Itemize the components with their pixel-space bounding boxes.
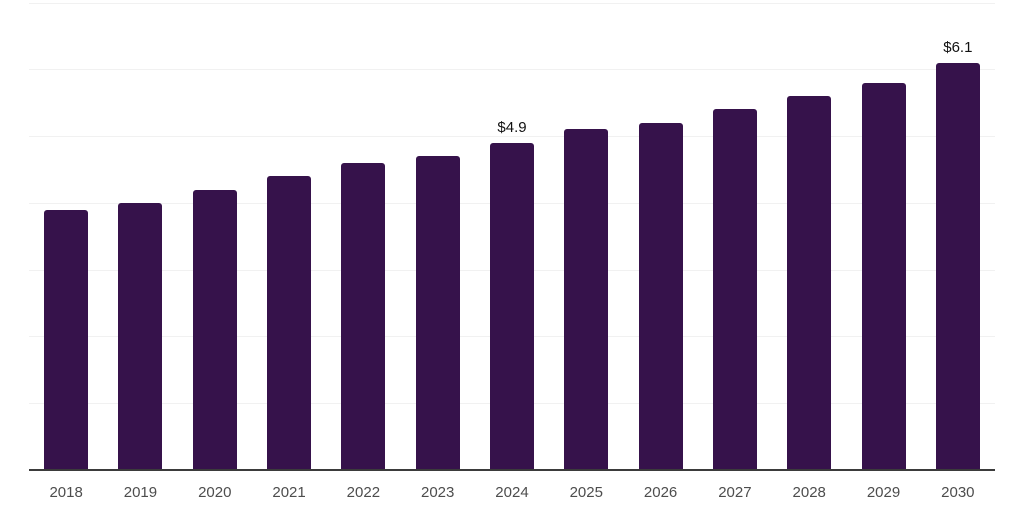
- x-tick-label-2018: 2018: [49, 484, 83, 501]
- x-tick-label-2024: 2024: [495, 484, 529, 501]
- gridline: [29, 2, 995, 4]
- bar-2020: [192, 189, 237, 470]
- x-tick-label-2019: 2019: [123, 484, 158, 501]
- x-axis-line: [29, 469, 995, 471]
- x-tick-label-2025: 2025: [569, 484, 603, 501]
- bar-2030: [935, 62, 980, 470]
- x-tick-label-2027: 2027: [718, 484, 752, 501]
- value-label-2030: $6.1: [943, 38, 973, 56]
- x-tick-label-2023: 2023: [420, 484, 455, 501]
- gridline: [29, 69, 995, 71]
- x-tick-label-2028: 2028: [792, 484, 826, 501]
- gridline: [29, 136, 995, 138]
- bar-2024: [490, 142, 534, 470]
- x-tick-label-2022: 2022: [346, 484, 381, 501]
- bar-2026: [638, 122, 683, 470]
- bar-2029: [861, 82, 906, 470]
- bar-2028: [787, 96, 832, 470]
- bar-2018: [44, 209, 89, 470]
- x-tick-label-2020: 2020: [198, 484, 232, 501]
- x-tick-label-2021: 2021: [272, 484, 306, 501]
- x-tick-label-2030: 2030: [941, 484, 975, 501]
- x-tick-label-2029: 2029: [866, 484, 901, 501]
- x-tick-label-2026: 2026: [643, 484, 678, 501]
- bar-2023: [415, 156, 460, 470]
- bar-2027: [712, 109, 757, 470]
- bar-2021: [267, 176, 312, 470]
- bar-2025: [564, 129, 609, 470]
- bar-2022: [341, 162, 386, 470]
- value-label-2024: $4.9: [497, 118, 527, 136]
- bar-2019: [118, 202, 163, 470]
